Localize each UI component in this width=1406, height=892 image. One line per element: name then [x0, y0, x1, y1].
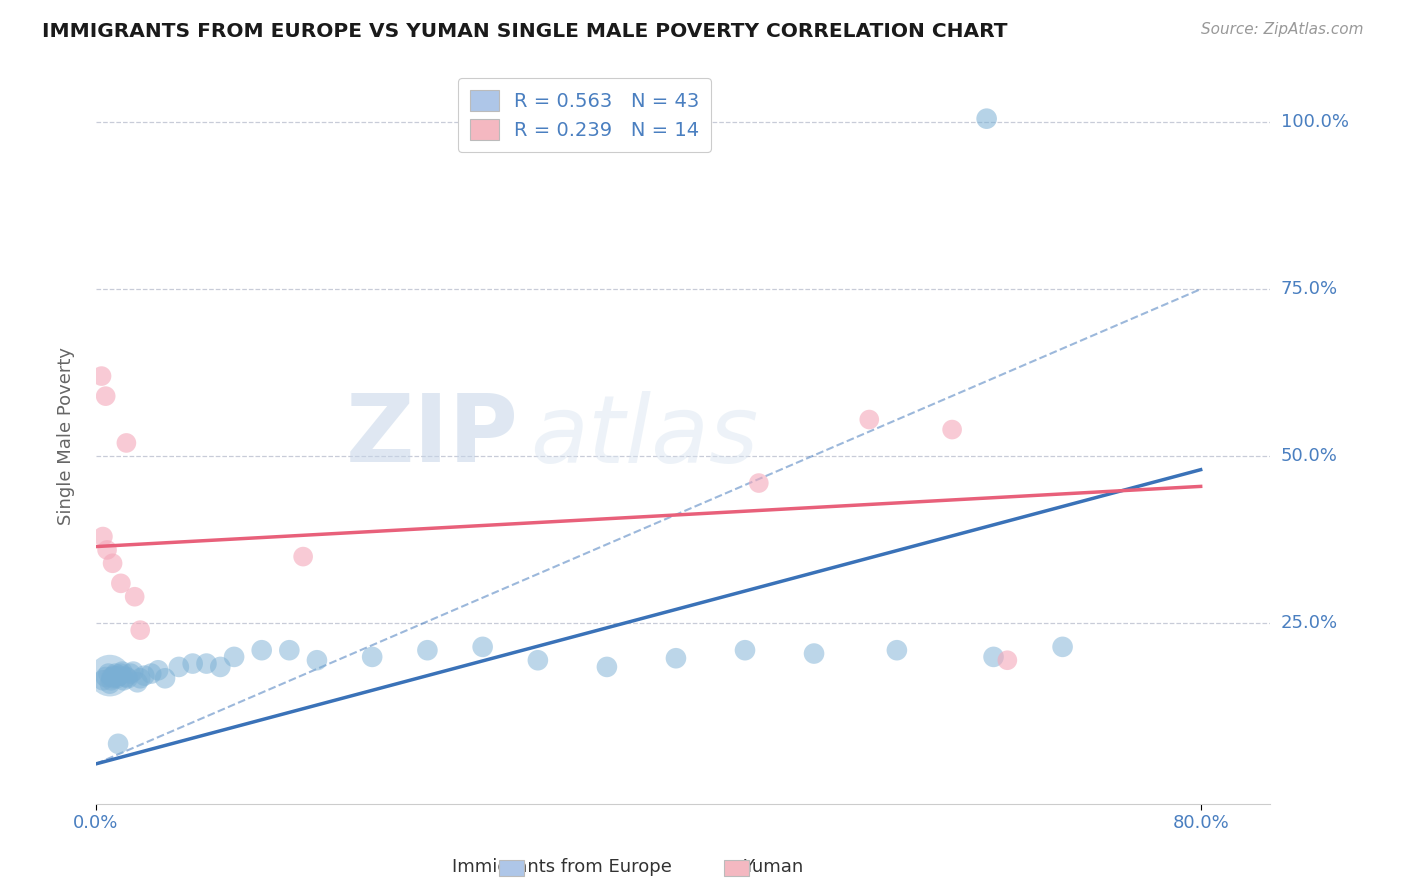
- Text: IMMIGRANTS FROM EUROPE VS YUMAN SINGLE MALE POVERTY CORRELATION CHART: IMMIGRANTS FROM EUROPE VS YUMAN SINGLE M…: [42, 22, 1008, 41]
- Point: [361, 649, 384, 664]
- Point: [209, 660, 232, 674]
- Point: [100, 673, 122, 688]
- Point: [101, 671, 124, 685]
- Point: [886, 643, 908, 657]
- Point: [91, 530, 114, 544]
- Y-axis label: Single Male Poverty: Single Male Poverty: [58, 347, 75, 525]
- Point: [103, 668, 125, 682]
- Point: [115, 670, 138, 684]
- Point: [976, 112, 998, 126]
- Text: Immigrants from Europe: Immigrants from Europe: [453, 858, 672, 876]
- Point: [146, 663, 169, 677]
- Text: Source: ZipAtlas.com: Source: ZipAtlas.com: [1201, 22, 1364, 37]
- Point: [127, 675, 149, 690]
- Point: [105, 671, 128, 685]
- Point: [110, 576, 132, 591]
- Point: [120, 666, 142, 681]
- Point: [1052, 640, 1074, 654]
- Point: [101, 671, 124, 685]
- Point: [129, 671, 152, 685]
- Point: [278, 643, 301, 657]
- Point: [104, 666, 127, 681]
- Point: [803, 647, 825, 661]
- Point: [115, 436, 138, 450]
- Point: [995, 653, 1018, 667]
- Point: [734, 643, 756, 657]
- Point: [111, 665, 134, 679]
- Point: [250, 643, 273, 657]
- Point: [103, 668, 125, 682]
- Point: [100, 668, 122, 682]
- Point: [222, 649, 245, 664]
- Point: [129, 623, 152, 637]
- Point: [104, 670, 127, 684]
- Point: [305, 653, 328, 667]
- Point: [101, 556, 124, 570]
- Point: [665, 651, 688, 665]
- Point: [107, 737, 129, 751]
- Point: [110, 666, 132, 681]
- Point: [748, 476, 770, 491]
- Point: [96, 542, 118, 557]
- Point: [527, 653, 550, 667]
- Point: [134, 668, 156, 682]
- Point: [416, 643, 439, 657]
- Point: [153, 671, 176, 685]
- Point: [117, 671, 139, 685]
- Point: [112, 673, 135, 688]
- Point: [107, 668, 129, 682]
- Point: [105, 671, 128, 685]
- Point: [90, 369, 112, 384]
- Point: [124, 590, 146, 604]
- Point: [858, 412, 880, 426]
- Text: ZIP: ZIP: [346, 391, 519, 483]
- Point: [94, 670, 117, 684]
- Point: [181, 657, 204, 671]
- Point: [108, 668, 131, 682]
- Point: [97, 666, 120, 681]
- Point: [94, 389, 117, 403]
- Point: [98, 668, 121, 682]
- Point: [941, 423, 963, 437]
- Point: [141, 666, 163, 681]
- Point: [91, 673, 114, 688]
- Point: [983, 649, 1005, 664]
- Text: 100.0%: 100.0%: [1281, 113, 1348, 131]
- Text: atlas: atlas: [530, 391, 758, 482]
- Point: [292, 549, 315, 564]
- Legend: R = 0.563   N = 43, R = 0.239   N = 14: R = 0.563 N = 43, R = 0.239 N = 14: [458, 78, 711, 152]
- Point: [167, 660, 190, 674]
- Point: [471, 640, 494, 654]
- Text: 50.0%: 50.0%: [1281, 447, 1337, 466]
- Point: [195, 657, 218, 671]
- Point: [122, 665, 145, 679]
- Point: [596, 660, 619, 674]
- Text: 75.0%: 75.0%: [1281, 280, 1339, 298]
- Point: [98, 676, 121, 690]
- Text: 25.0%: 25.0%: [1281, 615, 1339, 632]
- Point: [98, 670, 121, 684]
- Point: [108, 670, 131, 684]
- Text: Yuman: Yuman: [744, 858, 803, 876]
